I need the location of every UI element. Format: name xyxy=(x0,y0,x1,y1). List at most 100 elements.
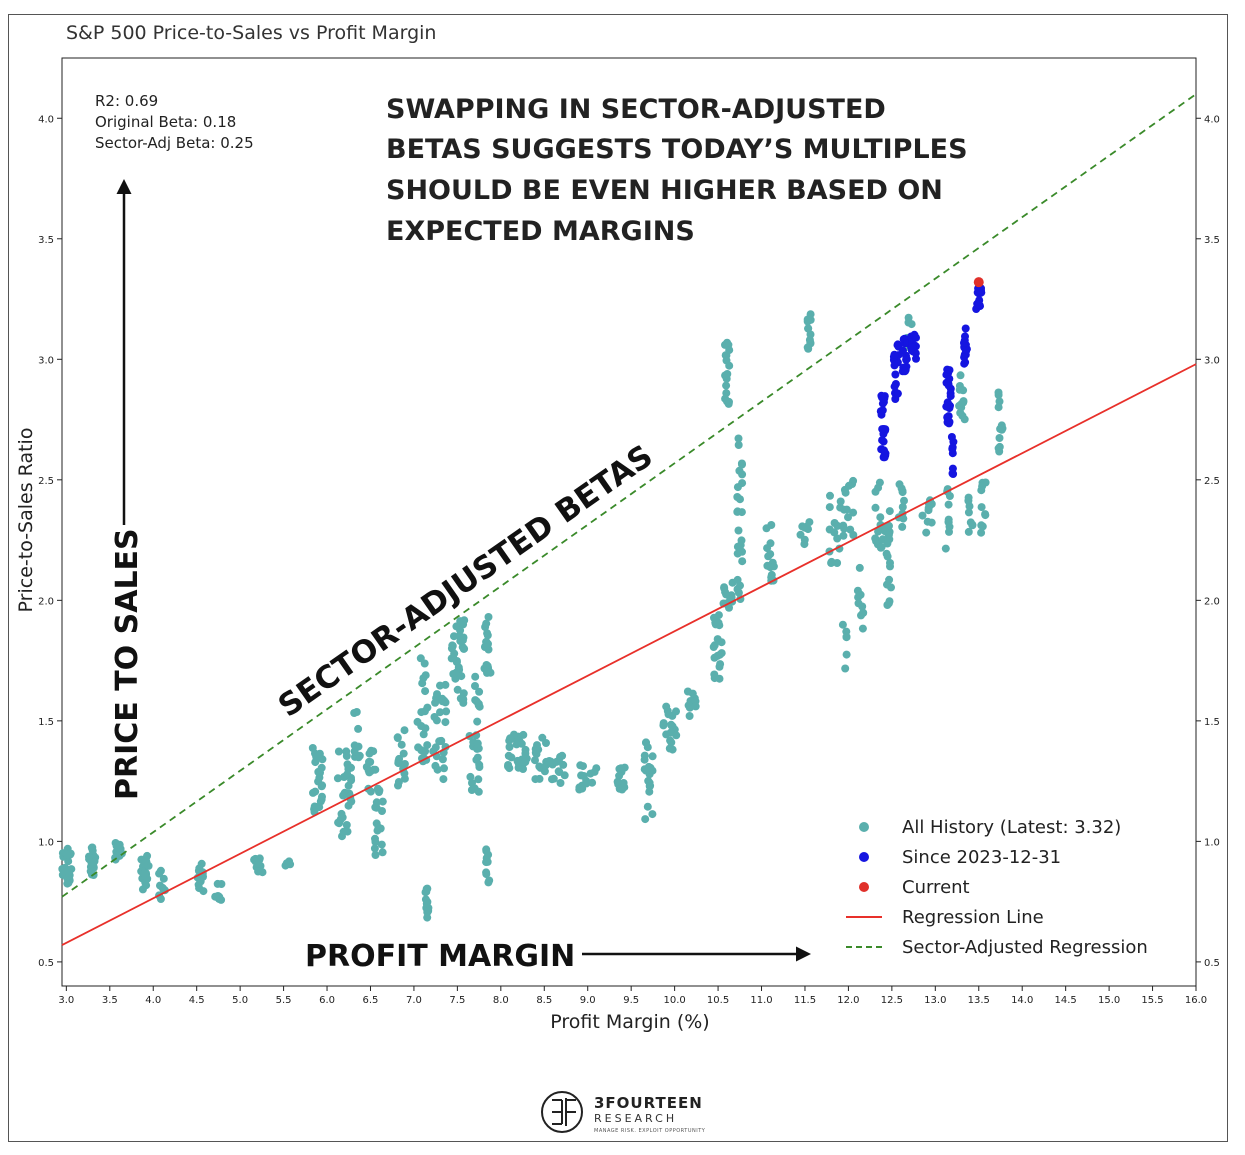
history-point xyxy=(802,522,811,531)
history-point xyxy=(684,701,693,710)
history-point xyxy=(643,802,652,811)
history-point xyxy=(941,544,950,553)
history-point xyxy=(734,588,743,597)
history-point xyxy=(994,403,1003,412)
history-point xyxy=(64,867,73,876)
since-2023-point xyxy=(948,443,957,452)
history-point xyxy=(441,718,450,727)
y-tick-label-right: 0.5 xyxy=(1204,958,1220,969)
history-point xyxy=(640,765,649,774)
since-2023-point xyxy=(878,436,887,445)
history-point xyxy=(447,644,456,653)
history-point xyxy=(899,514,908,523)
x-tick-label: 5.5 xyxy=(276,995,292,1006)
y-tick-label-left: 1.5 xyxy=(38,717,54,728)
history-point xyxy=(800,540,809,549)
history-point xyxy=(859,608,868,617)
history-point xyxy=(833,534,842,543)
history-point xyxy=(89,862,98,871)
history-point xyxy=(842,632,851,641)
history-point xyxy=(285,857,294,866)
history-point xyxy=(956,371,965,380)
since-2023-point xyxy=(947,433,956,441)
history-point xyxy=(91,853,100,862)
since-2023-point xyxy=(911,349,920,358)
legend-label: All History (Latest: 3.32) xyxy=(902,817,1121,838)
history-point xyxy=(199,887,208,896)
history-point xyxy=(254,867,263,876)
history-point xyxy=(513,757,522,766)
since-2023-point xyxy=(899,346,907,355)
history-point xyxy=(841,664,850,673)
x-tick-label: 11.0 xyxy=(750,995,772,1006)
history-point xyxy=(334,747,343,756)
history-point xyxy=(542,739,550,747)
history-point xyxy=(393,734,402,742)
history-point xyxy=(507,753,516,762)
history-point xyxy=(944,500,953,509)
since-2023-point xyxy=(877,391,886,400)
history-point xyxy=(317,782,326,791)
x-tick-label: 12.0 xyxy=(837,995,859,1006)
history-point xyxy=(482,619,491,628)
history-point xyxy=(900,496,908,505)
history-point xyxy=(519,730,528,739)
history-point xyxy=(874,527,883,536)
history-point xyxy=(315,773,324,782)
history-point xyxy=(840,524,849,533)
x-tick-label: 15.0 xyxy=(1098,995,1120,1006)
history-point xyxy=(471,682,479,690)
history-point xyxy=(460,644,469,653)
since-2023-point xyxy=(946,392,955,401)
history-point xyxy=(619,779,628,787)
history-point xyxy=(839,531,848,540)
history-point xyxy=(482,868,491,877)
plot-area xyxy=(61,57,1197,987)
y-tick-label-right: 1.0 xyxy=(1204,837,1220,848)
history-point xyxy=(767,521,776,529)
logo-mark-icon xyxy=(541,1091,583,1133)
history-point xyxy=(641,815,650,824)
history-point xyxy=(365,768,374,777)
history-point xyxy=(355,751,364,760)
history-point xyxy=(312,802,321,811)
history-point xyxy=(648,752,657,761)
history-point xyxy=(874,483,883,492)
history-point xyxy=(592,764,601,773)
history-point xyxy=(883,552,892,561)
history-point xyxy=(472,697,481,706)
y-tick-label-left: 1.0 xyxy=(38,837,54,848)
since-2023-point xyxy=(880,453,889,462)
legend-label: Current xyxy=(902,877,970,898)
history-point xyxy=(827,557,836,566)
x-tick-label: 3.5 xyxy=(102,995,118,1006)
history-point xyxy=(735,466,744,475)
x-tick-label: 7.0 xyxy=(406,995,422,1006)
since-2023-point xyxy=(890,382,899,391)
history-point xyxy=(453,685,462,694)
history-point xyxy=(438,755,447,764)
history-point xyxy=(466,772,475,781)
history-point xyxy=(769,562,778,571)
x-tick-label: 6.5 xyxy=(363,995,379,1006)
history-point xyxy=(505,743,514,751)
history-point xyxy=(333,774,342,783)
history-point xyxy=(659,721,668,730)
history-point xyxy=(836,497,845,506)
history-point xyxy=(483,631,492,640)
x-tick-label: 8.5 xyxy=(536,995,552,1006)
history-point xyxy=(459,620,468,629)
since-2023-point xyxy=(908,343,917,352)
x-tick-label: 10.0 xyxy=(663,995,685,1006)
history-point xyxy=(977,486,986,495)
history-point xyxy=(734,441,743,449)
since-2023-point xyxy=(962,347,970,356)
history-point xyxy=(475,763,484,771)
history-point xyxy=(964,493,973,502)
y-tick-label-left: 2.5 xyxy=(38,476,54,487)
history-point xyxy=(714,618,723,627)
history-point xyxy=(456,626,465,635)
history-point xyxy=(738,460,746,469)
history-point xyxy=(841,488,850,497)
